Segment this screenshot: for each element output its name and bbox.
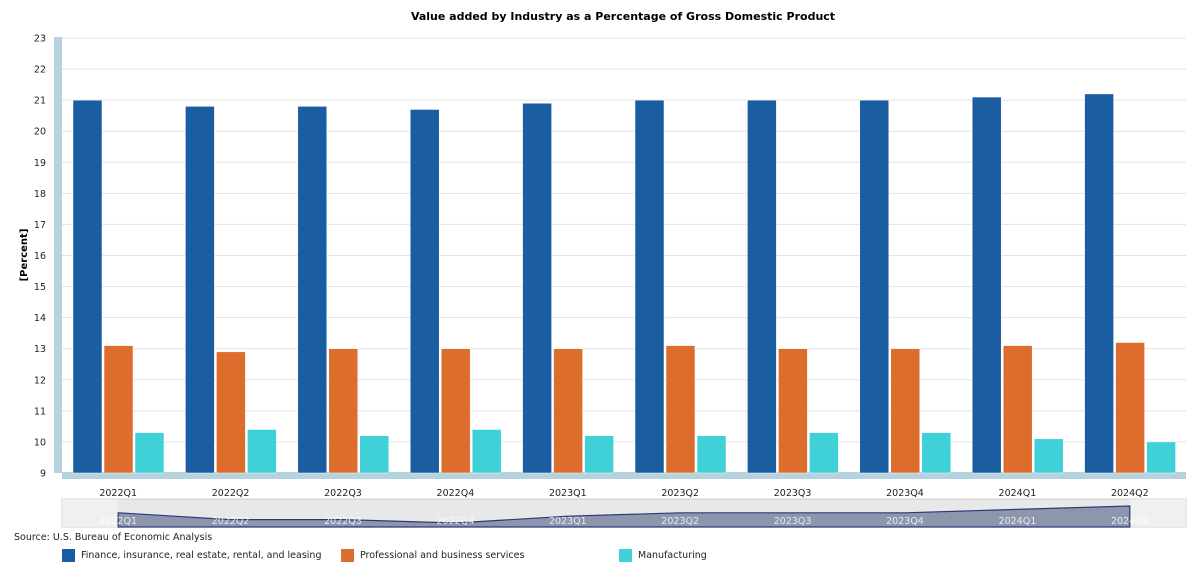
y-tick-label: 11: [34, 406, 46, 417]
bar-manufacturing[interactable]: [696, 435, 727, 474]
y-tick-label: 10: [34, 437, 46, 448]
bar-manufacturing[interactable]: [1033, 438, 1064, 474]
bar-finance[interactable]: [72, 99, 103, 474]
x-axis-bar: [62, 472, 1186, 479]
y-axis-bar: [54, 37, 62, 473]
legend-label-finance: Finance, insurance, real estate, rental,…: [81, 550, 322, 561]
x-tick-label: 2022Q4: [437, 488, 475, 499]
y-tick-label: 9: [40, 469, 46, 480]
bar-manufacturing[interactable]: [584, 435, 614, 474]
y-tick-label: 23: [34, 34, 46, 45]
bar-finance[interactable]: [747, 99, 777, 474]
bar-finance[interactable]: [297, 106, 328, 474]
navigator-label: 2023Q1: [549, 516, 587, 527]
navigator-label: 2022Q4: [437, 516, 475, 527]
y-tick-label: 19: [34, 158, 46, 169]
x-tick-label: 2024Q1: [999, 488, 1037, 499]
x-tick-label: 2022Q1: [99, 488, 137, 499]
legend-item-manufacturing[interactable]: Manufacturing: [619, 549, 707, 562]
bar-manufacturing[interactable]: [471, 429, 502, 474]
bar-professional[interactable]: [1115, 342, 1145, 474]
y-tick-label: 14: [34, 313, 46, 324]
y-tick-label: 20: [34, 127, 46, 138]
x-tick-label: 2022Q2: [212, 488, 250, 499]
navigator-label: 2023Q2: [661, 516, 699, 527]
y-tick-label: 18: [34, 189, 46, 200]
bar-manufacturing[interactable]: [921, 432, 952, 474]
navigator-label: 2022Q2: [212, 516, 250, 527]
bar-finance[interactable]: [1084, 93, 1114, 474]
bar-manufacturing[interactable]: [247, 429, 277, 474]
y-tick-label: 16: [34, 251, 46, 262]
bar-finance[interactable]: [971, 96, 1002, 474]
bar-finance[interactable]: [634, 99, 665, 474]
navigator-mask-right: [1130, 499, 1186, 527]
y-axis-ticks: 9 10 11 12 13 14 15 16 17 18 19 20 21 22 23: [34, 34, 46, 480]
navigator-labels: 2022Q1 2022Q2 2022Q3 2022Q4 2023Q1 2023Q2 2023…: [99, 516, 1148, 527]
navigator-mask-left: [62, 499, 118, 527]
navigator-label: 2022Q1: [99, 516, 137, 527]
x-tick-label: 2023Q2: [661, 488, 699, 499]
bar-manufacturing[interactable]: [359, 435, 390, 474]
bars: [72, 93, 1176, 474]
x-tick-label: 2023Q1: [549, 488, 587, 499]
legend-label-professional: Professional and business services: [360, 550, 525, 561]
y-axis-label: [Percent]: [19, 229, 30, 282]
y-tick-label: 22: [34, 65, 46, 76]
navigator-label: 2024Q1: [999, 516, 1037, 527]
y-tick-label: 17: [34, 220, 46, 231]
x-tick-label: 2022Q3: [324, 488, 362, 499]
x-axis-ticks: 2022Q1 2022Q2 2022Q3 2022Q4 2023Q1 2023Q2 2023…: [99, 488, 1148, 499]
y-tick-label: 21: [34, 96, 46, 107]
legend-swatch-finance: [62, 549, 75, 562]
bar-finance[interactable]: [859, 99, 890, 474]
legend-swatch-professional: [341, 549, 354, 562]
navigator-label: 2022Q3: [324, 516, 362, 527]
chart-title: Value added by Industry as a Percentage …: [411, 10, 835, 23]
bar-finance[interactable]: [409, 109, 440, 474]
legend: Finance, insurance, real estate, rental,…: [0, 549, 1200, 569]
bar-manufacturing[interactable]: [134, 432, 165, 474]
bar-professional[interactable]: [103, 345, 134, 474]
bar-professional[interactable]: [553, 348, 583, 474]
legend-item-professional[interactable]: Professional and business services: [341, 549, 524, 562]
bar-finance[interactable]: [185, 106, 215, 474]
navigator-label: 2024Q2: [1111, 516, 1149, 527]
bar-professional[interactable]: [216, 351, 246, 474]
legend-label-manufacturing: Manufacturing: [638, 550, 707, 561]
bar-manufacturing[interactable]: [809, 432, 839, 474]
y-tick-label: 13: [34, 344, 46, 355]
x-tick-label: 2023Q4: [886, 488, 924, 499]
y-tick-label: 12: [34, 375, 46, 386]
navigator[interactable]: 2022Q1 2022Q2 2022Q3 2022Q4 2023Q1 2023Q2 2023…: [61, 498, 1187, 528]
legend-item-finance[interactable]: Finance, insurance, real estate, rental,…: [62, 549, 321, 562]
bar-professional[interactable]: [778, 348, 808, 474]
x-tick-label: 2024Q2: [1111, 488, 1149, 499]
bar-professional[interactable]: [1002, 345, 1033, 474]
x-tick-label: 2023Q3: [774, 488, 812, 499]
bar-professional[interactable]: [440, 348, 471, 474]
bar-professional[interactable]: [890, 348, 921, 474]
y-tick-label: 15: [34, 282, 46, 293]
bar-professional[interactable]: [665, 345, 696, 474]
source-note: Source: U.S. Bureau of Economic Analysis: [14, 532, 213, 543]
navigator-series-area: [117, 505, 1131, 528]
bar-professional[interactable]: [328, 348, 359, 474]
legend-swatch-manufacturing: [619, 549, 632, 562]
bar-finance[interactable]: [522, 103, 552, 474]
bar-manufacturing[interactable]: [1146, 441, 1176, 474]
navigator-label: 2023Q4: [886, 516, 924, 527]
navigator-label: 2023Q3: [774, 516, 812, 527]
